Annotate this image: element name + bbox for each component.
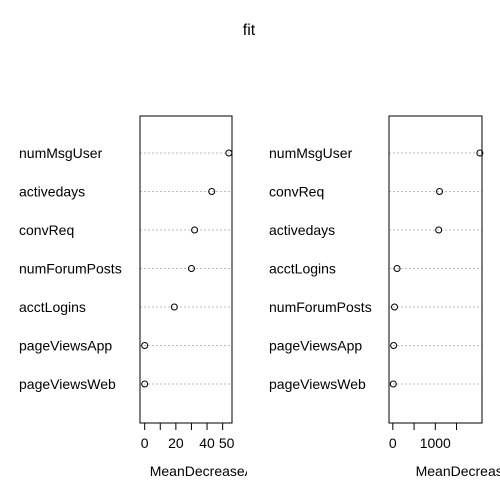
category-label: numMsgUser bbox=[269, 145, 353, 161]
panel-mean-decrease-gini: numMsgUser convReq activedays acctLogins num… bbox=[269, 115, 500, 479]
data-point bbox=[393, 265, 401, 272]
data-point bbox=[187, 265, 195, 272]
category-label: pageViewsWeb bbox=[269, 376, 366, 392]
category-label: convReq bbox=[19, 222, 74, 238]
x-tick-label: 20 bbox=[168, 435, 184, 451]
category-label: pageViewsApp bbox=[269, 338, 362, 354]
data-point bbox=[191, 226, 199, 234]
data-point bbox=[391, 303, 399, 311]
data-point bbox=[141, 342, 149, 349]
plot-box bbox=[388, 115, 483, 424]
x-axis-title: MeanDecreaseGini bbox=[416, 463, 500, 479]
x-tick-label: 40 bbox=[199, 435, 215, 451]
x-tick-label: 50 bbox=[219, 435, 235, 451]
category-label: numMsgUser bbox=[19, 145, 103, 161]
data-point bbox=[476, 149, 484, 157]
category-label: activedays bbox=[269, 222, 335, 238]
category-label: acctLogins bbox=[269, 261, 336, 277]
category-label: acctLogins bbox=[19, 299, 86, 315]
category-label: convReq bbox=[269, 184, 324, 200]
data-point bbox=[436, 188, 444, 195]
data-point bbox=[390, 342, 398, 349]
data-point bbox=[141, 380, 149, 388]
category-label: pageViewsApp bbox=[19, 338, 112, 354]
panel-mean-decrease-accuracy: numMsgUser activedays convReq numForumPosts… bbox=[19, 115, 303, 479]
category-label: numForumPosts bbox=[269, 299, 372, 315]
category-label: numForumPosts bbox=[19, 261, 122, 277]
plot-box bbox=[139, 115, 233, 424]
x-axis-title: MeanDecreaseAccuracy bbox=[150, 463, 303, 479]
data-point bbox=[170, 303, 178, 311]
data-point bbox=[389, 380, 397, 388]
category-label: activedays bbox=[19, 184, 85, 200]
category-label: pageViewsWeb bbox=[19, 376, 116, 392]
data-point bbox=[208, 188, 216, 195]
x-tick-label: 1000 bbox=[420, 435, 451, 451]
x-tick-label: 0 bbox=[389, 435, 397, 451]
chart-title: fit bbox=[243, 22, 256, 39]
data-point bbox=[435, 226, 443, 234]
x-tick-label: 0 bbox=[141, 435, 149, 451]
